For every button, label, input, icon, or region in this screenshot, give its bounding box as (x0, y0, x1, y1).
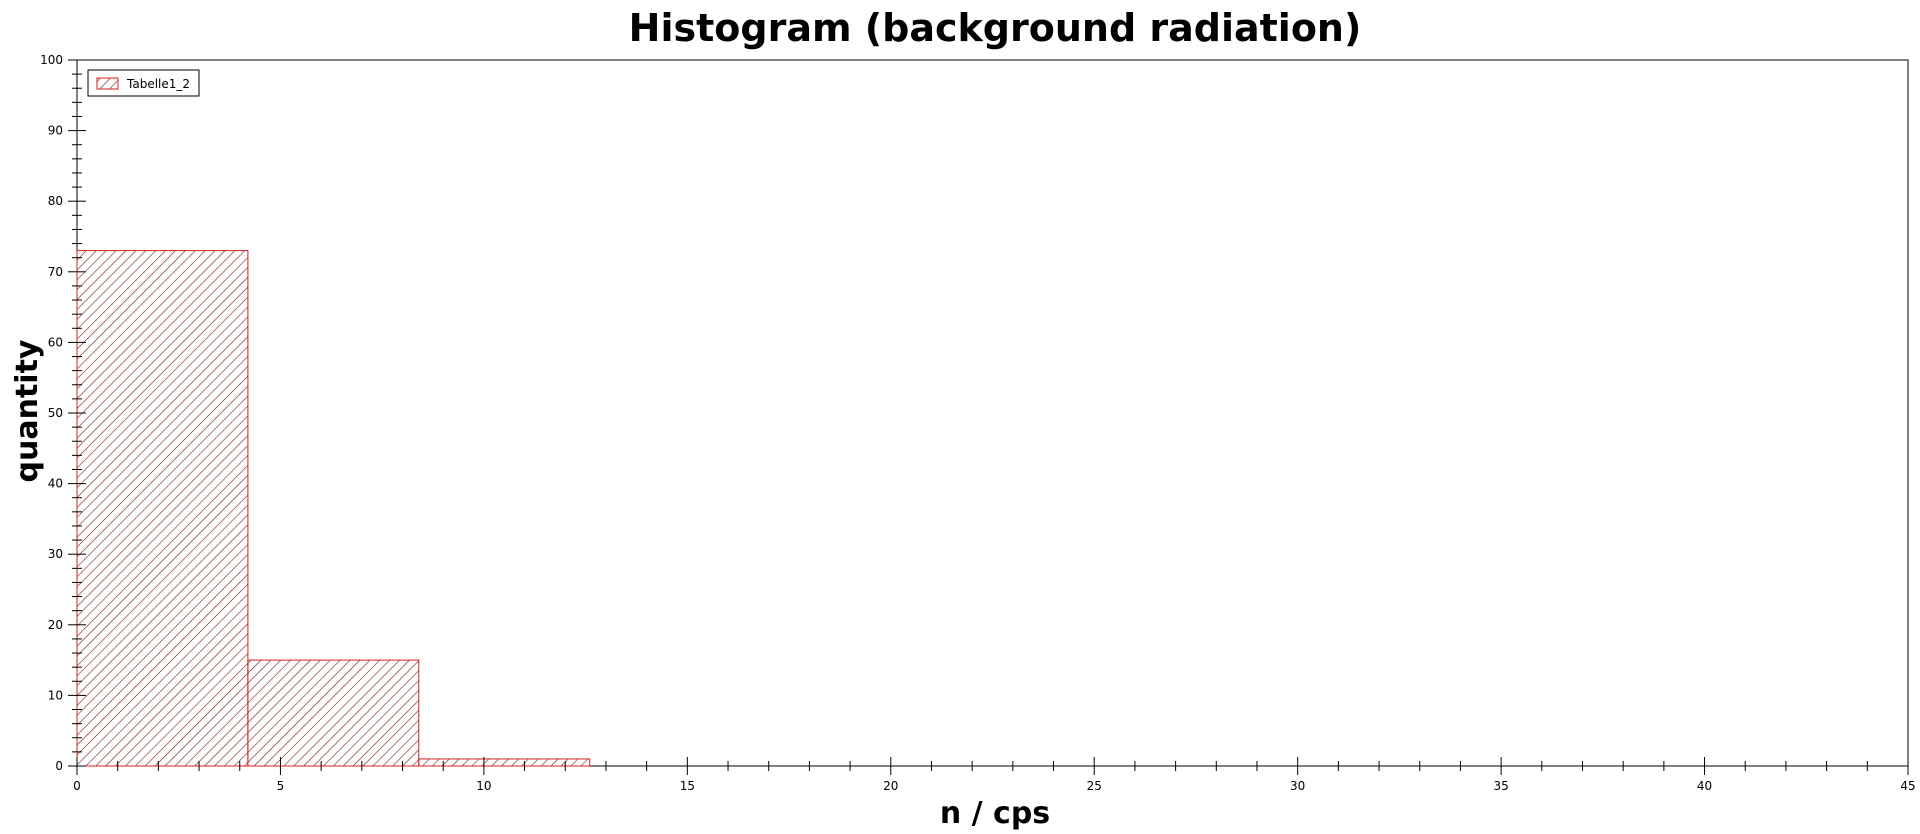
y-tick-label: 40 (48, 477, 63, 491)
legend-label: Tabelle1_2 (126, 77, 190, 91)
y-tick-label: 70 (48, 265, 63, 279)
histogram-bar (247, 659, 420, 767)
histogram-bar (418, 758, 591, 767)
y-tick-label: 100 (40, 53, 63, 67)
y-tick-label: 80 (48, 194, 63, 208)
y-tick-label: 0 (55, 759, 63, 773)
bars-group (76, 250, 591, 767)
x-tick-label: 5 (277, 779, 285, 793)
histogram-bar (76, 250, 249, 767)
x-tick-label: 15 (680, 779, 695, 793)
x-axis-label: n / cps (940, 796, 1050, 831)
x-tick-label: 25 (1087, 779, 1102, 793)
x-tick-label: 30 (1290, 779, 1305, 793)
y-tick-label: 10 (48, 688, 63, 702)
x-tick-label: 45 (1900, 779, 1915, 793)
x-tick-label: 0 (73, 779, 81, 793)
legend-swatch (96, 77, 119, 90)
x-tick-label: 10 (476, 779, 491, 793)
y-tick-label: 50 (48, 406, 63, 420)
y-axis-ticks: 0 10 20 30 40 50 60 70 80 90 100 (40, 53, 86, 773)
chart-title: Histogram (background radiation) (629, 6, 1362, 50)
x-tick-label: 20 (883, 779, 898, 793)
y-tick-label: 90 (48, 124, 63, 138)
y-tick-label: 30 (48, 547, 63, 561)
plot-area: 0 5 10 15 20 25 30 35 40 45 0 10 20 30 40 50 60 70 80 90 10… (40, 53, 1916, 793)
x-axis-ticks: 0 5 10 15 20 25 30 35 40 45 (73, 757, 1916, 793)
x-tick-label: 35 (1493, 779, 1508, 793)
legend: Tabelle1_2 (87, 69, 200, 97)
y-tick-label: 60 (48, 335, 63, 349)
y-axis-label: quantity (10, 339, 45, 482)
y-tick-label: 20 (48, 618, 63, 632)
x-tick-label: 40 (1697, 779, 1712, 793)
